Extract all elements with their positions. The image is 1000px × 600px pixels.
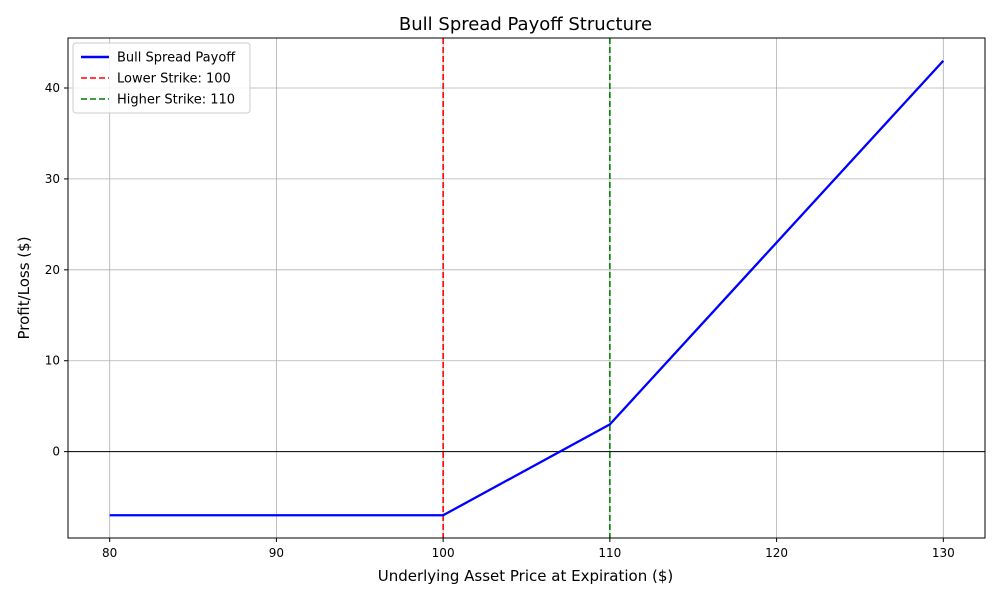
- x-tick-label: 90: [269, 546, 284, 560]
- ticks-layer: 80 90 100 110 120 130 0 10 20 30 40: [45, 81, 955, 560]
- x-tick-label: 110: [598, 546, 621, 560]
- series-layer: [109, 59, 945, 517]
- chart-title: Bull Spread Payoff Structure: [399, 14, 652, 35]
- x-tick-label: 120: [765, 546, 788, 560]
- y-tick-label: 0: [52, 445, 60, 459]
- legend-label-higher-strike: Higher Strike: 110: [117, 93, 235, 108]
- y-axis-label: Profit/Loss ($): [15, 236, 33, 339]
- payoff-line: [109, 59, 945, 517]
- y-tick-label: 40: [45, 81, 60, 95]
- y-tick-label: 20: [45, 263, 60, 277]
- reference-lines: [68, 38, 985, 538]
- x-tick-label: 100: [432, 546, 455, 560]
- x-axis-label: Underlying Asset Price at Expiration ($): [378, 567, 674, 585]
- legend-label-lower-strike: Lower Strike: 100: [117, 72, 231, 87]
- legend-label-payoff: Bull Spread Payoff: [117, 51, 236, 66]
- y-tick-label: 30: [45, 172, 60, 186]
- legend-box: [72, 42, 251, 114]
- legend: Bull Spread Payoff Lower Strike: 100 Hig…: [72, 42, 251, 114]
- x-tick-label: 80: [102, 546, 117, 560]
- x-tick-label: 130: [932, 546, 955, 560]
- plot-frame: [67, 37, 986, 539]
- y-tick-label: 10: [45, 354, 60, 368]
